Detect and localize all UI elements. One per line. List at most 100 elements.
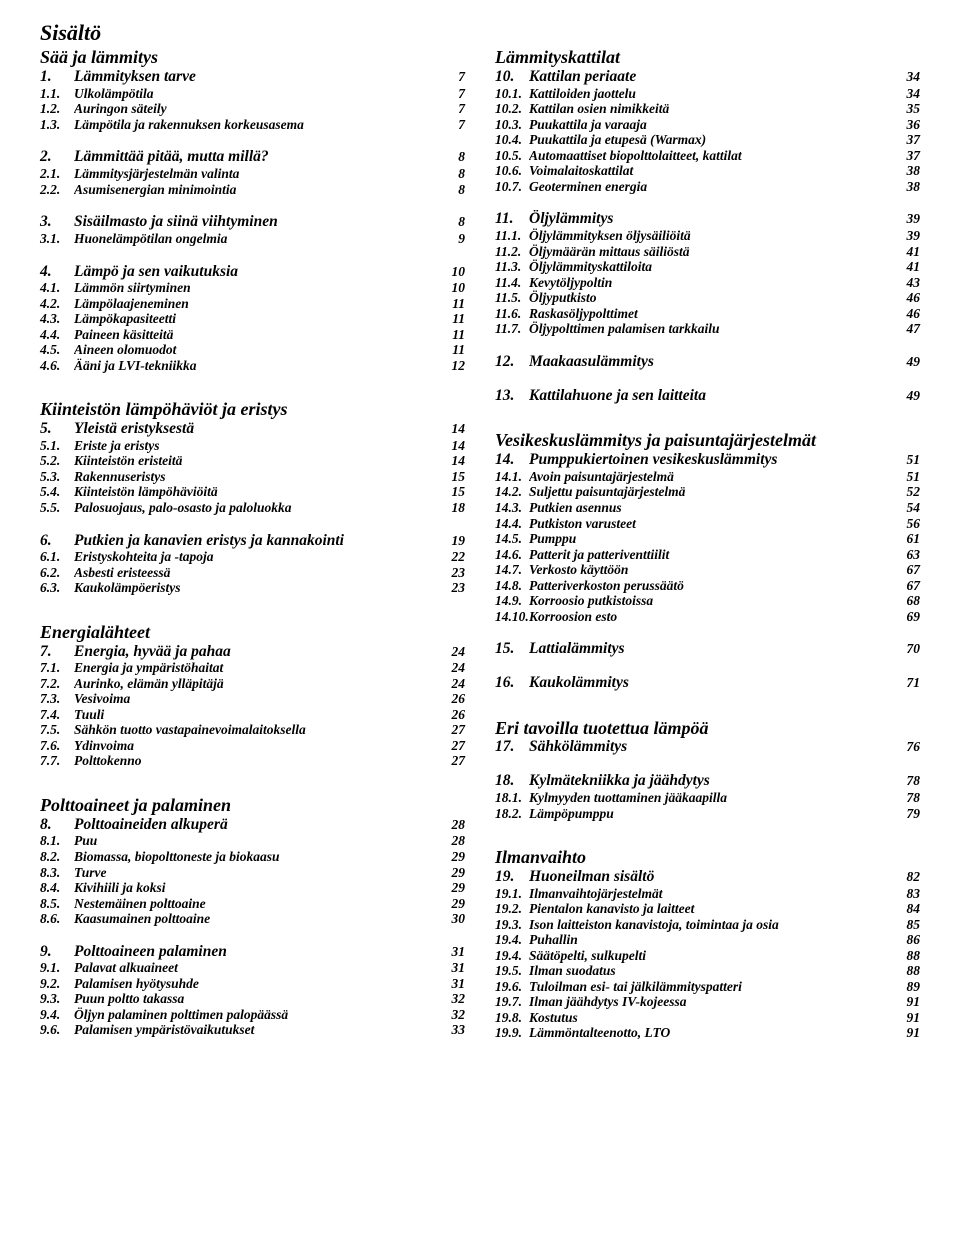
toc-num: 11.3. <box>495 259 529 275</box>
toc-page: 35 <box>896 101 920 117</box>
toc-label: Aineen olomuodot <box>74 342 441 358</box>
toc-label: Pientalon kanavisto ja laitteet <box>529 901 896 917</box>
toc-label: Rakennuseristys <box>74 469 441 485</box>
toc-page: 28 <box>441 817 465 833</box>
page-title: Sisältö <box>40 20 920 45</box>
toc-num: 5. <box>40 420 74 438</box>
toc-num: 8.3. <box>40 865 74 881</box>
toc-page: 43 <box>896 275 920 291</box>
toc-page: 27 <box>441 738 465 754</box>
toc-num: 5.2. <box>40 453 74 469</box>
toc-page: 11 <box>441 296 465 312</box>
toc-num: 15. <box>495 640 529 658</box>
toc-sub-row: 7.4.Tuuli26 <box>40 707 465 723</box>
toc-label: Polttoaineen palaminen <box>74 943 441 961</box>
toc-page: 15 <box>441 484 465 500</box>
toc-num: 5.4. <box>40 484 74 500</box>
toc-num: 10.2. <box>495 101 529 117</box>
section-heading: Energialähteet <box>40 622 465 643</box>
section-heading: Vesikeskuslämmitys ja paisuntajärjestelm… <box>495 430 920 451</box>
toc-label: Säätöpelti, sulkupelti <box>529 948 896 964</box>
toc-sub-row: 4.6.Ääni ja LVI-tekniikka12 <box>40 358 465 374</box>
toc-label: Ison laitteiston kanavistoja, toimintaa … <box>529 917 896 933</box>
toc-page: 10 <box>441 280 465 296</box>
toc-label: Huonelämpötilan ongelmia <box>74 231 441 247</box>
toc-sub-row: 10.6.Voimalaitoskattilat38 <box>495 163 920 179</box>
toc-label: Kevytöljypoltin <box>529 275 896 291</box>
toc-label: Lämmityksen tarve <box>74 68 441 86</box>
toc-num: 4.3. <box>40 311 74 327</box>
toc-page: 14 <box>441 421 465 437</box>
toc-page: 38 <box>896 163 920 179</box>
toc-num: 10.5. <box>495 148 529 164</box>
toc-sub-row: 1.1.Ulkolämpötila7 <box>40 86 465 102</box>
toc-label: Kattilan osien nimikkeitä <box>529 101 896 117</box>
toc-num: 7.7. <box>40 753 74 769</box>
toc-page: 78 <box>896 790 920 806</box>
toc-page: 88 <box>896 963 920 979</box>
toc-sub-row: 18.1.Kylmyyden tuottaminen jääkaapilla78 <box>495 790 920 806</box>
toc-sub-row: 14.2.Suljettu paisuntajärjestelmä52 <box>495 484 920 500</box>
toc-num: 4.4. <box>40 327 74 343</box>
toc-label: Tuloilman esi- tai jälkilämmityspatteri <box>529 979 896 995</box>
toc-sub-row: 1.3.Lämpötila ja rakennuksen korkeusasem… <box>40 117 465 133</box>
toc-num: 9.2. <box>40 976 74 992</box>
toc-page: 31 <box>441 944 465 960</box>
toc-sub-row: 11.5.Öljyputkisto46 <box>495 290 920 306</box>
toc-sub-row: 7.2.Aurinko, elämän ylläpitäjä24 <box>40 676 465 692</box>
toc-page: 51 <box>896 452 920 468</box>
toc-page: 78 <box>896 773 920 789</box>
toc-page: 85 <box>896 917 920 933</box>
toc-num: 8.1. <box>40 833 74 849</box>
toc-label: Öljypolttimen palamisen tarkkailu <box>529 321 896 337</box>
toc-page: 24 <box>441 660 465 676</box>
toc-label: Patterit ja patteriventtiilit <box>529 547 896 563</box>
toc-chapter-row: 12.Maakaasulämmitys49 <box>495 353 920 371</box>
toc-label: Polttoaineiden alkuperä <box>74 816 441 834</box>
toc-chapter-row: 2.Lämmittää pitää, mutta millä?8 <box>40 148 465 166</box>
toc-num: 4.1. <box>40 280 74 296</box>
toc-sub-row: 8.5.Nestemäinen polttoaine29 <box>40 896 465 912</box>
toc-page: 88 <box>896 948 920 964</box>
toc-page: 29 <box>441 880 465 896</box>
toc-label: Kostutus <box>529 1010 896 1026</box>
toc-num: 14.1. <box>495 469 529 485</box>
toc-num: 19.1. <box>495 886 529 902</box>
toc-page: 46 <box>896 306 920 322</box>
toc-page: 67 <box>896 578 920 594</box>
toc-num: 18.2. <box>495 806 529 822</box>
toc-page: 68 <box>896 593 920 609</box>
toc-label: Puu <box>74 833 441 849</box>
toc-num: 1.3. <box>40 117 74 133</box>
toc-chapter-row: 4.Lämpö ja sen vaikutuksia10 <box>40 263 465 281</box>
toc-sub-row: 19.9.Lämmöntalteenotto, LTO91 <box>495 1025 920 1041</box>
toc-label: Öljyn palaminen polttimen palopäässä <box>74 1007 441 1023</box>
toc-num: 7.1. <box>40 660 74 676</box>
toc-num: 7.2. <box>40 676 74 692</box>
toc-label: Öljyputkisto <box>529 290 896 306</box>
toc-num: 10.7. <box>495 179 529 195</box>
toc-page: 26 <box>441 691 465 707</box>
toc-sub-row: 11.2.Öljymäärän mittaus säiliöstä41 <box>495 244 920 260</box>
toc-page: 31 <box>441 960 465 976</box>
toc-page: 31 <box>441 976 465 992</box>
toc-page: 29 <box>441 896 465 912</box>
toc-chapter-row: 15.Lattialämmitys70 <box>495 640 920 658</box>
toc-label: Lämmitysjärjestelmän valinta <box>74 166 441 182</box>
toc-sub-row: 14.7.Verkosto käyttöön67 <box>495 562 920 578</box>
toc-sub-row: 10.7.Geoterminen energia38 <box>495 179 920 195</box>
toc-label: Ulkolämpötila <box>74 86 441 102</box>
toc-num: 14.7. <box>495 562 529 578</box>
toc-label: Raskasöljypolttimet <box>529 306 896 322</box>
toc-num: 19.7. <box>495 994 529 1010</box>
toc-page: 39 <box>896 211 920 227</box>
section-heading: Sää ja lämmitys <box>40 47 465 68</box>
toc-num: 14.8. <box>495 578 529 594</box>
toc-num: 10.6. <box>495 163 529 179</box>
toc-page: 79 <box>896 806 920 822</box>
toc-label: Puhallin <box>529 932 896 948</box>
toc-label: Eriste ja eristys <box>74 438 441 454</box>
toc-label: Verkosto käyttöön <box>529 562 896 578</box>
toc-num: 19.4. <box>495 948 529 964</box>
section-heading: Eri tavoilla tuotettua lämpöä <box>495 718 920 739</box>
